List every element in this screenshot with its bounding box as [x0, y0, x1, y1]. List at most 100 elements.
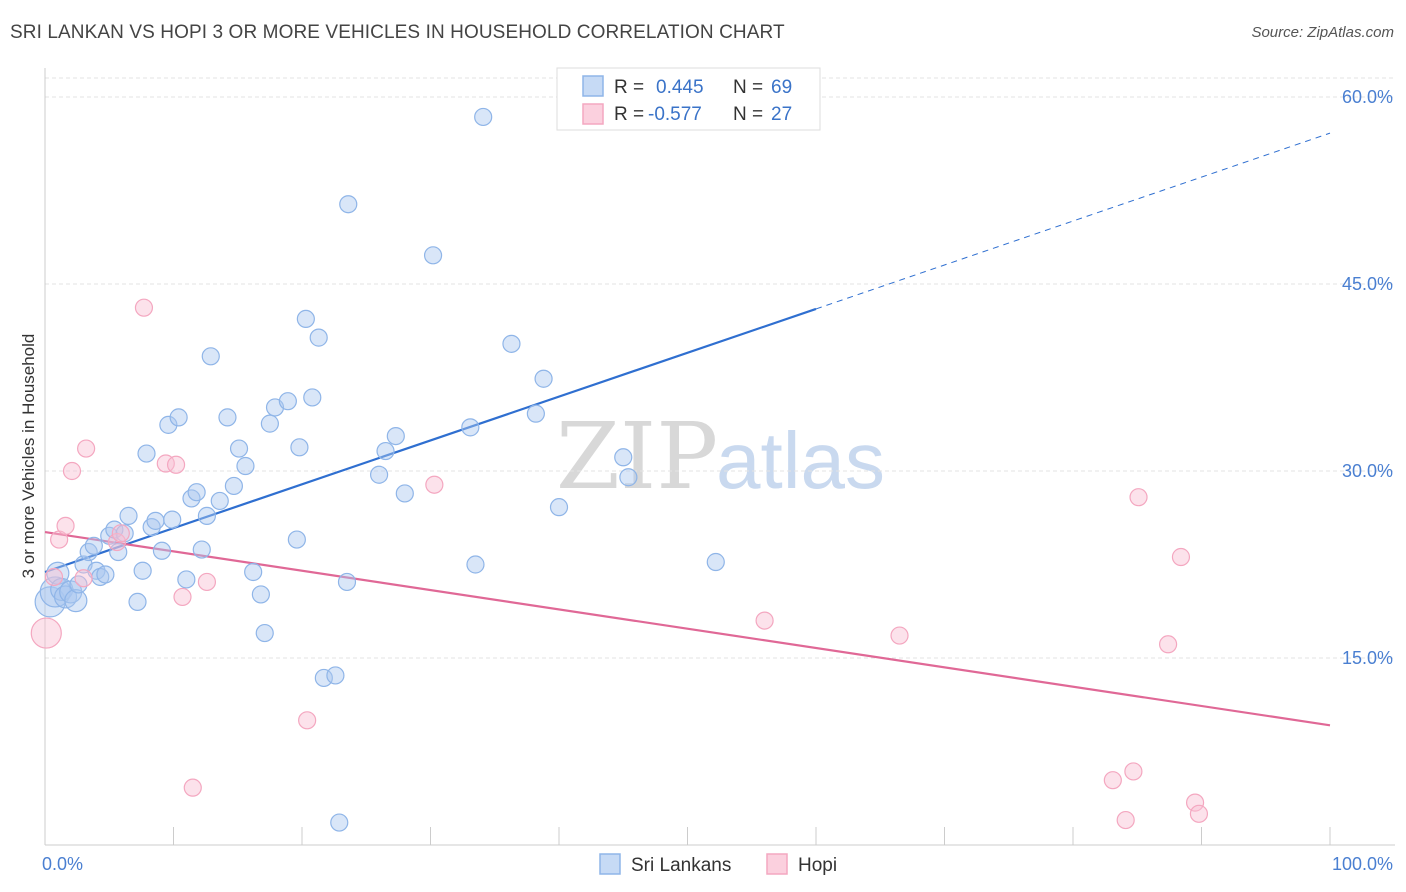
sri-lankans-point-62 — [474, 107, 493, 127]
sri-lankans-point-54 — [339, 195, 358, 214]
sri-lankans-point-34 — [210, 491, 229, 511]
sri-lankans-point-28 — [177, 570, 196, 589]
sri-lankans-point-23 — [146, 511, 165, 530]
hopi-point-18 — [890, 626, 909, 645]
trend-line-extension-0 — [815, 132, 1331, 310]
sri-lankans-point-61 — [466, 555, 485, 574]
sri-lankans-point-56 — [376, 441, 395, 461]
bottom-legend: Sri Lankans Hopi — [599, 853, 837, 876]
legend: R = 0.445 N = 69 R = -0.577 N = 27 — [556, 67, 821, 131]
hopi-point-5 — [74, 569, 93, 588]
sri-lankans-point-45 — [287, 530, 306, 549]
legend-r-value-1: 0.445 — [656, 77, 704, 98]
sri-lankans-point-3 — [50, 577, 74, 602]
y-tick-label-1: 30.0% — [1342, 461, 1393, 481]
hopi-point-4 — [62, 461, 82, 481]
axes — [44, 68, 1395, 846]
x-tick-label-1: 100.0% — [1332, 854, 1393, 874]
trend-line-1 — [44, 530, 1331, 727]
legend-r-value-2: -0.577 — [648, 104, 702, 125]
x-tick-label-0: 0.0% — [42, 854, 83, 874]
sri-lankans-point-57 — [386, 426, 405, 446]
sri-lankans-point-64 — [526, 404, 545, 423]
bottom-legend-swatch-sri-lankans — [599, 853, 621, 875]
legend-r-label-2: R = — [614, 104, 644, 125]
legend-n-label-2: N = — [733, 104, 763, 125]
sri-lankans-point-47 — [296, 309, 315, 329]
hopi-point-24 — [1171, 547, 1191, 567]
watermark-atlas: atlas — [716, 416, 885, 505]
sri-lankans-point-65 — [534, 369, 553, 388]
sri-lankans-point-49 — [309, 328, 328, 347]
sri-lankans-point-55 — [370, 465, 389, 484]
sri-lankans-point-48 — [303, 388, 322, 407]
hopi-point-8 — [111, 524, 130, 543]
hopi-point-1 — [44, 567, 64, 587]
sri-lankans-point-40 — [251, 585, 270, 604]
sri-lankans-point-58 — [395, 484, 414, 503]
sri-lankans-point-24 — [152, 541, 172, 560]
sri-lankans-point-37 — [229, 439, 249, 458]
sri-lankans-point-20 — [133, 561, 152, 580]
legend-r-label-1: R = — [614, 77, 644, 98]
sri-lankans-point-26 — [163, 510, 182, 529]
sri-lankans-point-39 — [244, 562, 263, 582]
y-tick-label-0: 15.0% — [1342, 648, 1393, 668]
y-axis-label: 3 or more Vehicles in Household — [19, 334, 38, 579]
bottom-legend-swatch-hopi — [766, 853, 788, 875]
hopi-point-25 — [1185, 793, 1205, 812]
bottom-legend-label-sri-lankans: Sri Lankans — [631, 855, 731, 876]
sri-lankans-point-50 — [314, 668, 333, 688]
sri-lankans-point-30 — [187, 483, 206, 502]
sri-lankans-point-6 — [64, 589, 88, 613]
sri-lankans-point-59 — [423, 246, 443, 265]
watermark: ZIP atlas — [556, 403, 885, 510]
hopi-point-20 — [1116, 810, 1135, 830]
source-label: Source: ZipAtlas.com — [1251, 24, 1394, 41]
bottom-legend-label-hopi: Hopi — [798, 855, 837, 876]
y-tick-label-2: 45.0% — [1342, 274, 1393, 294]
sri-lankans-point-53 — [337, 572, 357, 592]
sri-lankans-point-10 — [84, 536, 103, 555]
hopi-point-0 — [30, 617, 62, 649]
hopi-point-14 — [197, 572, 217, 592]
hopi-point-15 — [298, 711, 317, 730]
sri-lankans-point-27 — [169, 408, 188, 427]
legend-n-value-1: 69 — [771, 77, 792, 98]
sri-lankans-point-18 — [119, 506, 138, 525]
legend-n-label-1: N = — [733, 77, 763, 98]
sri-lankans-point-19 — [128, 592, 147, 612]
hopi-point-26 — [1189, 804, 1209, 823]
hopi-point-9 — [134, 298, 154, 317]
hopi-point-13 — [183, 778, 202, 797]
sri-lankans-point-31 — [192, 540, 211, 559]
data-points — [30, 107, 1209, 832]
sri-lankans-point-52 — [330, 813, 349, 832]
sri-lankans-point-51 — [326, 666, 345, 685]
sri-lankans-point-66 — [549, 498, 569, 517]
chart-title: SRI LANKAN VS HOPI 3 OR MORE VEHICLES IN… — [10, 22, 785, 43]
sri-lankans-point-41 — [255, 623, 274, 643]
sri-lankans-point-63 — [502, 334, 521, 353]
sri-lankans-point-68 — [619, 468, 638, 487]
sri-lankans-point-35 — [218, 408, 237, 427]
hopi-point-19 — [1103, 771, 1122, 790]
hopi-point-21 — [1124, 762, 1143, 781]
tick-labels: 15.0% 30.0% 45.0% 60.0% 0.0% 100.0% — [42, 87, 1393, 874]
hopi-point-16 — [425, 475, 444, 494]
legend-swatch-sri-lankans — [582, 75, 604, 97]
hopi-point-3 — [56, 516, 75, 535]
hopi-point-7 — [107, 532, 127, 552]
sri-lankans-point-67 — [614, 448, 633, 467]
hopi-point-6 — [77, 439, 96, 458]
watermark-zip: ZIP — [556, 403, 718, 510]
hopi-point-22 — [1129, 488, 1148, 507]
sri-lankans-point-25 — [159, 415, 178, 434]
hopi-point-11 — [166, 455, 186, 474]
sri-lankans-point-21 — [137, 444, 156, 463]
hopi-point-17 — [755, 611, 774, 630]
sri-lankans-point-32 — [197, 506, 217, 525]
legend-swatch-hopi — [582, 103, 604, 125]
hopi-point-12 — [173, 587, 192, 607]
